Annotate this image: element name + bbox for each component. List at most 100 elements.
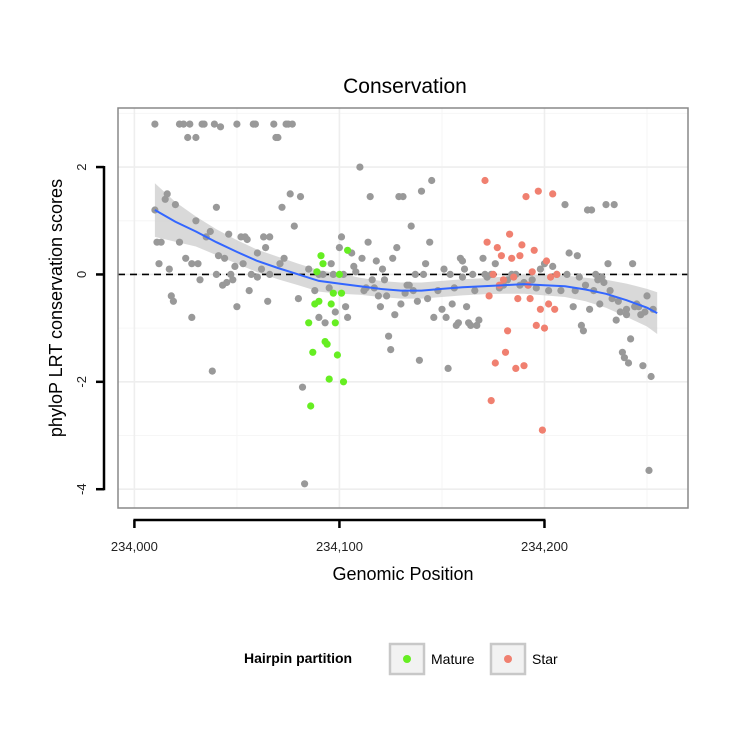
data-point-other bbox=[440, 265, 448, 273]
data-point-other bbox=[424, 295, 432, 303]
data-point-star bbox=[542, 257, 551, 265]
data-point-other bbox=[586, 305, 594, 313]
data-point-other bbox=[606, 287, 614, 295]
data-point-other bbox=[393, 244, 401, 252]
legend-label-mature: Mature bbox=[431, 651, 475, 667]
data-point-other bbox=[298, 383, 307, 391]
data-point-other bbox=[391, 311, 399, 319]
data-point-other bbox=[454, 319, 462, 327]
data-point-star bbox=[493, 244, 501, 252]
data-point-other bbox=[600, 278, 608, 287]
data-point-other bbox=[573, 252, 581, 260]
data-point-star bbox=[512, 364, 520, 372]
data-point-other bbox=[175, 238, 184, 246]
data-point-other bbox=[610, 201, 618, 209]
data-point-star bbox=[528, 268, 536, 276]
data-point-other bbox=[163, 190, 171, 198]
plot-border bbox=[117, 107, 689, 509]
data-point-other bbox=[278, 203, 286, 211]
data-point-other bbox=[296, 193, 305, 201]
data-point-star bbox=[485, 292, 493, 300]
data-point-other bbox=[430, 313, 438, 321]
data-point-other bbox=[618, 348, 627, 356]
data-point-other bbox=[475, 316, 483, 324]
data-point-star bbox=[497, 252, 505, 260]
data-point-other bbox=[239, 260, 247, 268]
data-point-other bbox=[612, 316, 620, 324]
data-point-mature bbox=[344, 246, 352, 254]
data-point-mature bbox=[325, 375, 333, 383]
data-point-other bbox=[290, 222, 298, 230]
data-point-other bbox=[270, 120, 278, 128]
data-point-other bbox=[196, 276, 204, 284]
data-point-star bbox=[506, 230, 514, 238]
data-point-other bbox=[411, 270, 419, 278]
data-point-other bbox=[405, 281, 413, 289]
data-point-other bbox=[602, 201, 610, 209]
data-point-other bbox=[337, 233, 346, 241]
data-point-other bbox=[385, 332, 393, 340]
data-point-mature bbox=[331, 319, 339, 327]
data-point-other bbox=[274, 133, 282, 142]
data-point-other bbox=[581, 281, 590, 289]
data-point-star bbox=[481, 176, 489, 185]
data-point-other bbox=[301, 480, 309, 488]
data-point-mature bbox=[315, 297, 323, 305]
data-point-other bbox=[561, 201, 569, 209]
x-axis-title: Genomic Position bbox=[332, 564, 473, 584]
data-point-other bbox=[321, 319, 329, 327]
data-point-other bbox=[155, 260, 163, 268]
data-point-star bbox=[489, 270, 497, 278]
data-point-other bbox=[157, 238, 165, 246]
legend: Hairpin partition Mature Star bbox=[244, 642, 558, 676]
data-point-mature bbox=[333, 351, 341, 359]
data-point-star bbox=[526, 295, 534, 303]
data-point-star bbox=[510, 273, 518, 281]
data-point-other bbox=[342, 303, 350, 311]
data-point-star bbox=[518, 241, 526, 249]
data-point-other bbox=[262, 244, 270, 252]
data-point-other bbox=[569, 303, 577, 311]
data-point-other bbox=[577, 321, 586, 329]
data-point-other bbox=[221, 254, 229, 262]
data-point-other bbox=[171, 201, 179, 209]
data-point-other bbox=[596, 300, 604, 308]
data-point-other bbox=[467, 321, 475, 329]
smooth-trend-line bbox=[154, 209, 658, 314]
confidence-band bbox=[154, 183, 658, 334]
data-point-other bbox=[639, 362, 647, 370]
y-tick-label: -2 bbox=[74, 376, 89, 388]
data-point-other bbox=[227, 270, 235, 278]
data-point-other bbox=[415, 356, 423, 364]
data-point-other bbox=[458, 257, 467, 265]
data-point-other bbox=[469, 270, 477, 278]
data-point-other bbox=[192, 133, 200, 142]
data-point-other bbox=[315, 313, 323, 321]
data-point-other bbox=[305, 265, 313, 273]
data-point-mature bbox=[329, 289, 337, 297]
data-point-mature bbox=[317, 252, 325, 260]
data-point-other bbox=[458, 273, 467, 281]
data-point-other bbox=[419, 270, 428, 278]
data-point-other bbox=[194, 260, 202, 268]
data-point-other bbox=[253, 273, 261, 281]
data-point-mature bbox=[319, 260, 327, 268]
data-point-other bbox=[294, 295, 302, 303]
data-point-other bbox=[167, 292, 175, 300]
data-point-other bbox=[397, 300, 405, 308]
data-point-other bbox=[532, 284, 540, 292]
data-point-mature bbox=[327, 300, 335, 308]
data-point-other bbox=[579, 327, 588, 335]
data-point-other bbox=[444, 364, 452, 372]
data-point-mature bbox=[339, 378, 348, 386]
data-point-other bbox=[460, 265, 469, 273]
legend-title: Hairpin partition bbox=[244, 650, 352, 666]
data-point-other bbox=[233, 303, 241, 311]
data-point-other bbox=[216, 123, 225, 131]
data-point-other bbox=[557, 287, 565, 295]
data-point-other bbox=[161, 195, 169, 203]
data-point-other bbox=[374, 292, 382, 300]
legend-key-mature bbox=[388, 642, 426, 676]
data-point-other bbox=[380, 276, 389, 284]
